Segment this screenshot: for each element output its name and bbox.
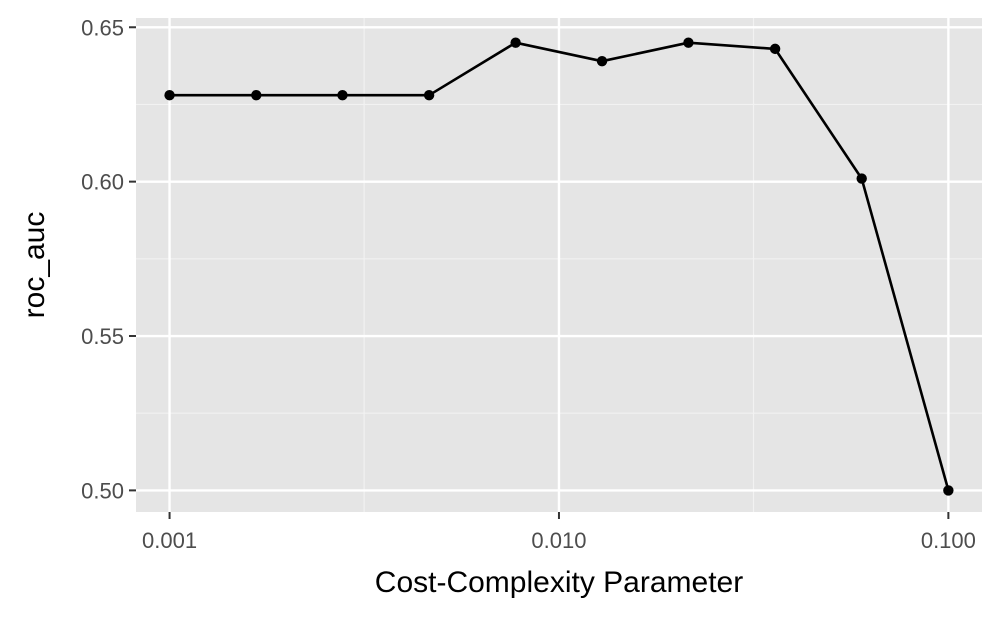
- data-point: [337, 89, 348, 101]
- data-point: [251, 89, 262, 101]
- data-point: [856, 173, 867, 184]
- y-axis-tick-labels: 0.50 0.55 0.60 0.65: [81, 15, 124, 503]
- data-point: [596, 56, 608, 67]
- x-tick-label: 0.100: [921, 528, 976, 553]
- x-tick-label: 0.001: [142, 528, 197, 553]
- data-point: [943, 485, 954, 496]
- data-point: [769, 43, 781, 55]
- series-line: [169, 41, 950, 491]
- axis-ticks: [129, 26, 950, 519]
- y-tick-label: 0.50: [81, 478, 124, 503]
- series-layer: [164, 37, 954, 496]
- data-point: [164, 89, 175, 101]
- y-tick-label: 0.55: [81, 324, 124, 349]
- data-point: [683, 37, 694, 48]
- x-axis-tick-labels: 0.001 0.010 0.100: [142, 528, 976, 553]
- y-axis-title: roc_auc: [18, 212, 51, 319]
- x-tick-label: 0.010: [531, 528, 586, 553]
- data-point: [510, 37, 521, 48]
- y-tick-label: 0.65: [81, 15, 124, 40]
- y-tick-label: 0.60: [81, 170, 124, 195]
- data-point: [423, 89, 435, 101]
- x-axis-title: Cost-Complexity Parameter: [375, 566, 743, 599]
